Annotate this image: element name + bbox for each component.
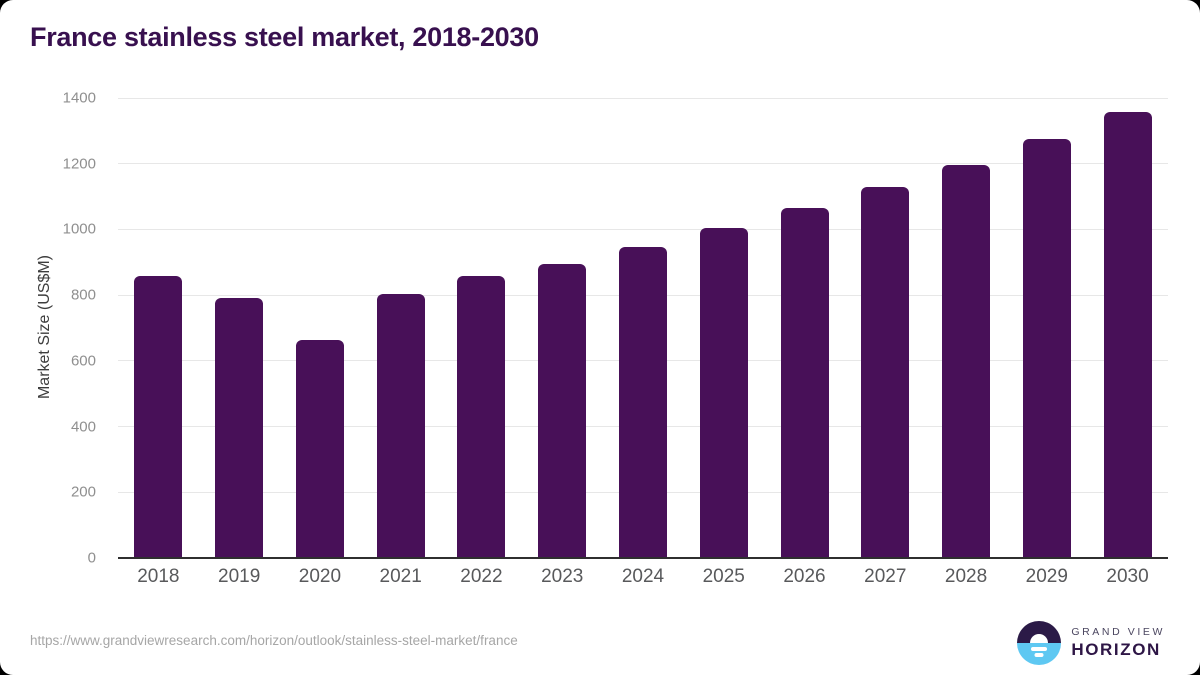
x-tick-label-2023: 2023 [541, 566, 584, 587]
y-axis-tick-labels: 0 200 400 600 800 1000 1200 1400 [24, 90, 106, 567]
x-tick-label-2029: 2029 [1025, 566, 1068, 587]
brand-logo-text: GRAND VIEW HORIZON [1071, 626, 1165, 660]
bar-2022 [457, 276, 506, 558]
gridline-1200 [118, 163, 1168, 165]
bar-slot-2025 [683, 98, 764, 558]
bar-2030 [1103, 112, 1152, 558]
source-url: https://www.grandviewresearch.com/horizo… [30, 633, 518, 648]
bar-2019 [215, 298, 264, 558]
x-tick-label-2019: 2019 [218, 566, 261, 587]
bar-slot-2028 [926, 98, 1007, 558]
bar-2025 [699, 228, 748, 558]
y-tick-label-800: 800 [70, 286, 96, 304]
y-tick-label-600: 600 [70, 352, 96, 370]
x-tick-label-2022: 2022 [460, 566, 503, 587]
x-tick-label-2021: 2021 [379, 566, 422, 587]
sun-reflection-line [1031, 647, 1048, 651]
bar-series [118, 98, 1168, 558]
x-axis-line [118, 557, 1168, 559]
x-tick-label-2026: 2026 [783, 566, 826, 587]
gridline-1400 [118, 97, 1168, 99]
y-tick-label-1000: 1000 [62, 220, 96, 238]
bar-slot-2018 [118, 98, 199, 558]
bar-slot-2027 [845, 98, 926, 558]
horizon-sun-icon [1017, 621, 1062, 665]
bar-2028 [942, 164, 991, 558]
bar-2029 [1022, 139, 1071, 558]
bar-slot-2019 [199, 98, 280, 558]
bar-2023 [538, 263, 587, 558]
bar-2027 [861, 186, 910, 558]
x-tick-label-2025: 2025 [702, 566, 745, 587]
bar-slot-2029 [1006, 98, 1087, 558]
sun-shape [1030, 634, 1049, 643]
y-tick-label-200: 200 [70, 483, 96, 501]
x-tick-label-2020: 2020 [298, 566, 342, 587]
bar-slot-2026 [764, 98, 845, 558]
sun-reflection-line [1034, 653, 1044, 657]
gridline-1000 [118, 228, 1168, 230]
bar-slot-2021 [360, 98, 441, 558]
bar-slot-2024 [603, 98, 684, 558]
bar-2024 [618, 246, 667, 558]
bar-slot-2023 [522, 98, 603, 558]
bar-slot-2022 [441, 98, 522, 558]
x-tick-label-2027: 2027 [864, 566, 907, 587]
bar-2026 [780, 208, 829, 558]
x-tick-label-2018: 2018 [137, 566, 180, 587]
brand-name-top: GRAND VIEW [1071, 626, 1165, 638]
y-tick-label-1400: 1400 [62, 89, 96, 107]
brand-name-bottom: HORIZON [1071, 640, 1161, 659]
y-tick-label-1200: 1200 [62, 155, 96, 173]
chart-title: France stainless steel market, 2018-2030 [30, 22, 539, 52]
bar-slot-2030 [1087, 98, 1168, 558]
bar-2021 [376, 293, 425, 558]
brand-logo: GRAND VIEW HORIZON [1017, 621, 1165, 665]
y-tick-label-0: 0 [87, 549, 96, 567]
x-tick-label-2024: 2024 [621, 566, 665, 587]
y-tick-label-400: 400 [70, 418, 96, 436]
bar-slot-2020 [280, 98, 361, 558]
x-tick-label-2028: 2028 [944, 566, 988, 587]
x-tick-label-2030: 2030 [1106, 566, 1149, 587]
bar-2020 [295, 339, 344, 558]
plot-area [118, 97, 1168, 559]
x-axis-tick-labels: 2018 2019 2020 2021 2022 2023 2024 2025 2026 2027… [118, 566, 1168, 588]
bar-2018 [134, 276, 183, 558]
